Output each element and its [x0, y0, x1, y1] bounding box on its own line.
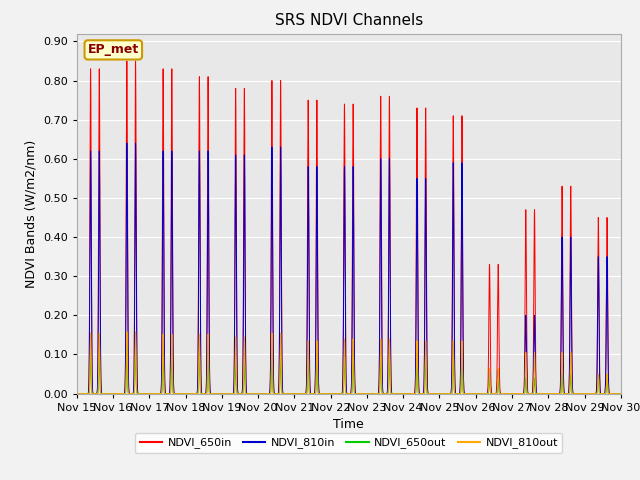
NDVI_650out [497, 391, 504, 396]
Title: SRS NDVI Channels: SRS NDVI Channels [275, 13, 423, 28]
NDVI_650in [123, 58, 131, 64]
NDVI_810out [580, 391, 588, 396]
NDVI_650in [510, 391, 518, 396]
NDVI_650out [123, 344, 131, 349]
NDVI_810in [420, 380, 428, 386]
NDVI_650out [508, 391, 516, 396]
NDVI_650in [482, 391, 490, 396]
NDVI_810in [101, 391, 109, 396]
NDVI_650out [482, 391, 490, 396]
NDVI_650in [617, 391, 625, 396]
NDVI_650out [617, 391, 625, 396]
NDVI_810out [518, 391, 525, 396]
NDVI_810out [497, 391, 504, 396]
NDVI_650in [73, 391, 81, 396]
NDVI_810out [420, 390, 428, 396]
Legend: NDVI_650in, NDVI_810in, NDVI_650out, NDVI_810out: NDVI_650in, NDVI_810in, NDVI_650out, NDV… [135, 433, 563, 453]
NDVI_810in [518, 391, 525, 396]
NDVI_810in [510, 391, 518, 396]
NDVI_650in [497, 390, 504, 396]
NDVI_650in [420, 377, 428, 383]
X-axis label: Time: Time [333, 418, 364, 431]
NDVI_650in [508, 391, 516, 396]
NDVI_810in [482, 391, 490, 396]
NDVI_650out [518, 391, 525, 396]
Y-axis label: NDVI Bands (W/m2/nm): NDVI Bands (W/m2/nm) [24, 140, 38, 288]
NDVI_810in [497, 391, 504, 396]
NDVI_650out [101, 391, 109, 396]
NDVI_810out [617, 391, 625, 396]
NDVI_810in [73, 391, 81, 396]
Line: NDVI_810in: NDVI_810in [77, 143, 621, 394]
NDVI_810in [123, 140, 131, 146]
NDVI_650in [518, 391, 525, 396]
Line: NDVI_810out: NDVI_810out [77, 332, 621, 394]
NDVI_810out [123, 329, 131, 335]
NDVI_810out [510, 391, 518, 396]
NDVI_650out [420, 391, 428, 396]
NDVI_810in [508, 391, 516, 396]
NDVI_810out [482, 391, 490, 396]
NDVI_650out [73, 391, 81, 396]
NDVI_810out [73, 391, 81, 396]
Line: NDVI_650in: NDVI_650in [77, 61, 621, 394]
NDVI_650out [510, 391, 518, 396]
Line: NDVI_650out: NDVI_650out [77, 347, 621, 394]
NDVI_650in [101, 391, 109, 396]
Text: EP_met: EP_met [88, 43, 139, 56]
NDVI_810out [101, 391, 109, 396]
NDVI_810in [617, 391, 625, 396]
